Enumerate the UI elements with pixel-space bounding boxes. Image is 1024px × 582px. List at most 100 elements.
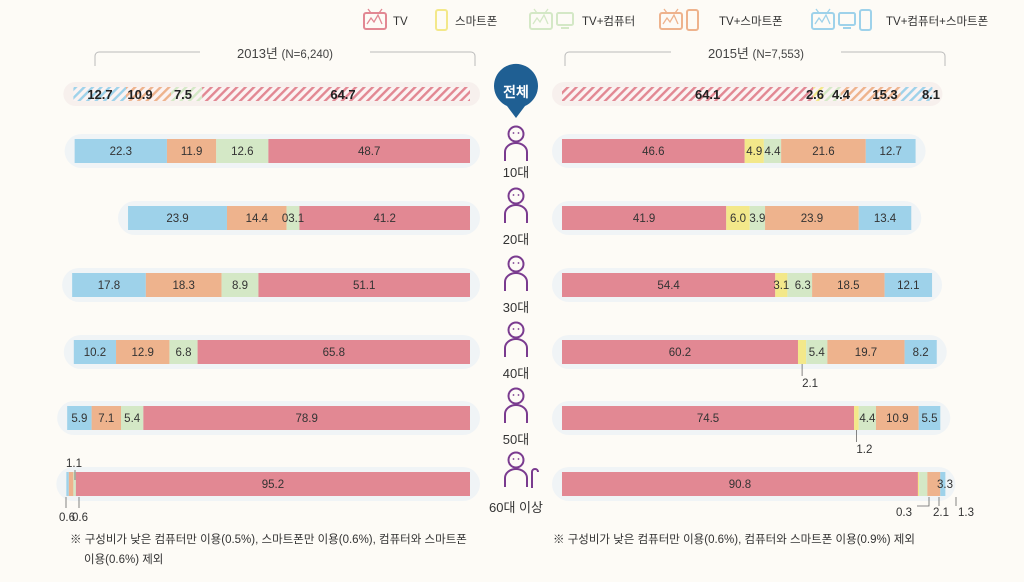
- data-label: 8.9: [232, 280, 248, 292]
- person-icon: [504, 387, 528, 423]
- bar-segment-tvpc: [763, 139, 782, 163]
- data-label: 3.3: [937, 479, 953, 491]
- bar-segment-all: [74, 139, 167, 163]
- left-year-header: 2013년 (N=6,240): [94, 44, 476, 66]
- bar-segment-all: [884, 273, 933, 297]
- data-label: 12.7: [87, 87, 112, 102]
- bar-segment-tv: [562, 206, 727, 230]
- year-title: 2013년 (N=6,240): [237, 46, 333, 61]
- bar-segment-tvsp: [812, 273, 885, 297]
- bar-segment-tvpc: [806, 340, 828, 364]
- bar-segment-tvsp: [827, 340, 905, 364]
- left-bar-row: [56, 467, 480, 501]
- bar-segment-sp: [726, 206, 750, 230]
- data-label: 1.1: [66, 458, 82, 470]
- age-group-label: 60대 이상: [489, 500, 543, 515]
- legend-label: TV+스마트폰: [719, 15, 783, 28]
- legend-label: TV+컴퓨터: [582, 15, 635, 28]
- legend-item-all: TV+컴퓨터+스마트폰: [811, 8, 988, 31]
- data-label: 0.3: [896, 507, 912, 519]
- data-label: 3.1: [773, 280, 789, 292]
- data-label: 3.9: [749, 213, 765, 225]
- bar-segment-tvpc: [749, 206, 766, 230]
- bar-segment-tvsp: [765, 206, 859, 230]
- data-label: 6.8: [176, 347, 192, 359]
- bar-segment-sp: [775, 273, 788, 297]
- data-label: 41.9: [633, 213, 655, 225]
- data-label: 10.2: [84, 347, 106, 359]
- data-label: 48.7: [358, 146, 380, 158]
- bar-segment-tvsp: [166, 139, 217, 163]
- bar-segment-tvpc: [286, 206, 300, 230]
- age-group-label: 40대: [503, 366, 529, 381]
- bar-segment-all: [66, 472, 69, 496]
- overall-label: 전체: [503, 84, 529, 100]
- age-group-label: 20대: [503, 232, 529, 247]
- data-label: 4.4: [859, 413, 876, 425]
- right-year-header: 2015년 (N=7,553): [564, 44, 946, 66]
- bar-segment-tv: [562, 406, 855, 430]
- right-bar-row: [552, 268, 943, 302]
- bar-segment-sp: [917, 472, 920, 496]
- right-footnote: ※ 구성비가 낮은 컴퓨터만 이용(0.6%), 컴퓨터와 스마트폰 이용(0.…: [553, 533, 915, 546]
- bar-segment-tvpc: [73, 472, 76, 496]
- right-bar-row: [552, 401, 951, 435]
- left-bar-row: [63, 82, 480, 106]
- data-label: 12.9: [132, 347, 154, 359]
- age-group-label: 10대: [503, 165, 529, 180]
- left-bar-row: [62, 268, 481, 302]
- data-label: 5.9: [71, 413, 87, 425]
- tv-smartphone-icon: [659, 8, 699, 31]
- data-label: 5.4: [124, 413, 141, 425]
- year-title: 2015년 (N=7,553): [708, 46, 804, 61]
- bar-segment-tvpc: [171, 87, 203, 101]
- left-bar-row: [64, 134, 480, 168]
- data-label: 19.7: [855, 347, 877, 359]
- data-label: 8.2: [913, 347, 929, 359]
- right-bar-row: [552, 201, 922, 235]
- right-bar-row: [552, 82, 943, 106]
- legend-label: 스마트폰: [455, 15, 497, 28]
- data-label: 12.1: [897, 280, 919, 292]
- data-label: 03.1: [282, 213, 304, 225]
- data-label: 14.4: [246, 213, 269, 225]
- bar-segment-tvsp: [125, 87, 172, 101]
- bar-segment-tvsp: [840, 87, 901, 101]
- data-label: 6.3: [795, 280, 811, 292]
- data-label: 18.3: [173, 280, 195, 292]
- legend-label: TV+컴퓨터+스마트폰: [886, 15, 988, 28]
- bar-segment-tv: [562, 472, 918, 496]
- bar-segment-tvpc: [919, 472, 928, 496]
- legend-item-tv: TV: [363, 8, 408, 30]
- bar-segment-all: [940, 472, 946, 496]
- bar-segment-all: [900, 87, 933, 101]
- data-label: 5.4: [809, 347, 826, 359]
- data-label: 7.5: [174, 87, 192, 102]
- data-label: 10.9: [886, 413, 908, 425]
- bar-segment-tv: [299, 206, 470, 230]
- left-footnote-cont: 이용(0.6%) 제외: [84, 553, 163, 566]
- data-label: 18.5: [837, 280, 859, 292]
- data-label: 22.3: [110, 146, 132, 158]
- left-bar-row: [63, 335, 480, 369]
- data-label: 4.9: [746, 146, 762, 158]
- bar-segment-all: [72, 273, 146, 297]
- person-icon: [504, 321, 528, 357]
- bar-segment-tvpc: [120, 406, 144, 430]
- data-label: 2.1: [933, 507, 949, 519]
- age-group-label: 50대: [503, 432, 529, 447]
- data-label: 4.4: [832, 87, 851, 102]
- data-label: 2.1: [802, 378, 818, 390]
- data-label: 74.5: [697, 413, 719, 425]
- legend-item-tvsp: TV+스마트폰: [659, 8, 783, 31]
- bar-segment-tvpc: [216, 139, 269, 163]
- tv-computer-icon: [529, 8, 574, 30]
- bar-segment-all: [73, 87, 126, 101]
- person-icon: [504, 187, 528, 223]
- bar-segment-sp: [797, 340, 807, 364]
- legend-label: TV: [393, 16, 408, 28]
- bar-segment-all: [67, 406, 92, 430]
- legend-item-tvpc: TV+컴퓨터: [529, 8, 635, 30]
- bar-segment-tv: [562, 273, 776, 297]
